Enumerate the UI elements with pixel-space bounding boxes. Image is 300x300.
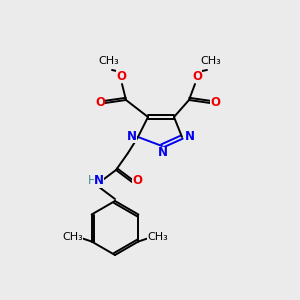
Text: N: N — [127, 130, 137, 142]
Text: O: O — [210, 95, 220, 109]
Text: O: O — [192, 70, 202, 83]
Text: CH₃: CH₃ — [99, 56, 119, 66]
Text: H: H — [88, 175, 96, 188]
Text: CH₃: CH₃ — [201, 56, 221, 66]
Text: CH₃: CH₃ — [62, 232, 83, 242]
Text: N: N — [185, 130, 195, 142]
Text: O: O — [116, 70, 126, 83]
Text: O: O — [132, 175, 142, 188]
Text: N: N — [94, 175, 104, 188]
Text: N: N — [158, 146, 168, 160]
Text: CH₃: CH₃ — [147, 232, 168, 242]
Text: O: O — [95, 95, 105, 109]
